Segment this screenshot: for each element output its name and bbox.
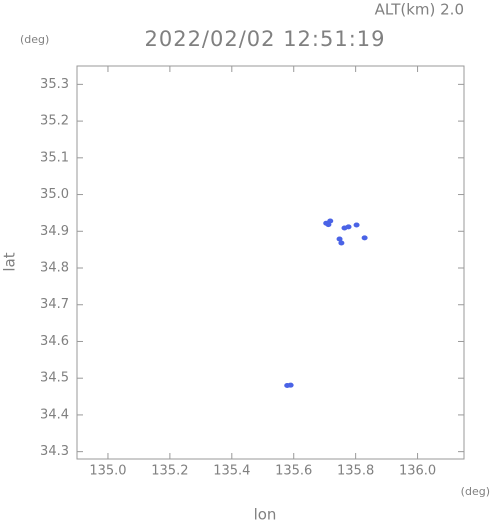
plot-frame bbox=[76, 65, 465, 460]
echo-point bbox=[287, 382, 294, 388]
y-unit: (deg) bbox=[20, 33, 49, 46]
chart-title: 2022/02/02 12:51:19 bbox=[144, 27, 385, 51]
y-tick-label: 35.2 bbox=[40, 114, 69, 129]
y-tick-label: 34.8 bbox=[40, 261, 69, 276]
echo-point bbox=[327, 218, 334, 224]
x-tick-label: 136.0 bbox=[399, 464, 436, 479]
x-tick-label: 135.6 bbox=[275, 464, 312, 479]
x-axis-label: lon bbox=[254, 506, 277, 521]
x-unit: (deg) bbox=[461, 485, 490, 498]
y-tick-label: 34.9 bbox=[40, 224, 69, 239]
altitude-label: ALT(km) 2.0 bbox=[375, 1, 464, 19]
echo-point bbox=[345, 224, 352, 230]
x-tick-label: 135.8 bbox=[337, 464, 374, 479]
echo-point bbox=[353, 222, 360, 228]
y-tick-label: 34.7 bbox=[40, 297, 69, 312]
echo-point bbox=[338, 240, 345, 246]
y-tick-label: 35.0 bbox=[40, 187, 69, 202]
x-tick-label: 135.4 bbox=[213, 464, 250, 479]
y-tick-label: 35.3 bbox=[40, 77, 69, 92]
echo-point bbox=[336, 236, 343, 242]
y-tick-label: 35.1 bbox=[40, 150, 69, 165]
echo-point bbox=[361, 235, 368, 241]
y-tick-label: 34.4 bbox=[40, 407, 69, 422]
y-tick-label: 34.5 bbox=[40, 371, 69, 386]
y-axis-label: lat bbox=[1, 252, 19, 271]
x-tick-label: 135.0 bbox=[89, 464, 126, 479]
y-tick-label: 34.3 bbox=[40, 444, 69, 459]
y-tick-label: 34.6 bbox=[40, 334, 69, 349]
x-tick-label: 135.2 bbox=[151, 464, 188, 479]
